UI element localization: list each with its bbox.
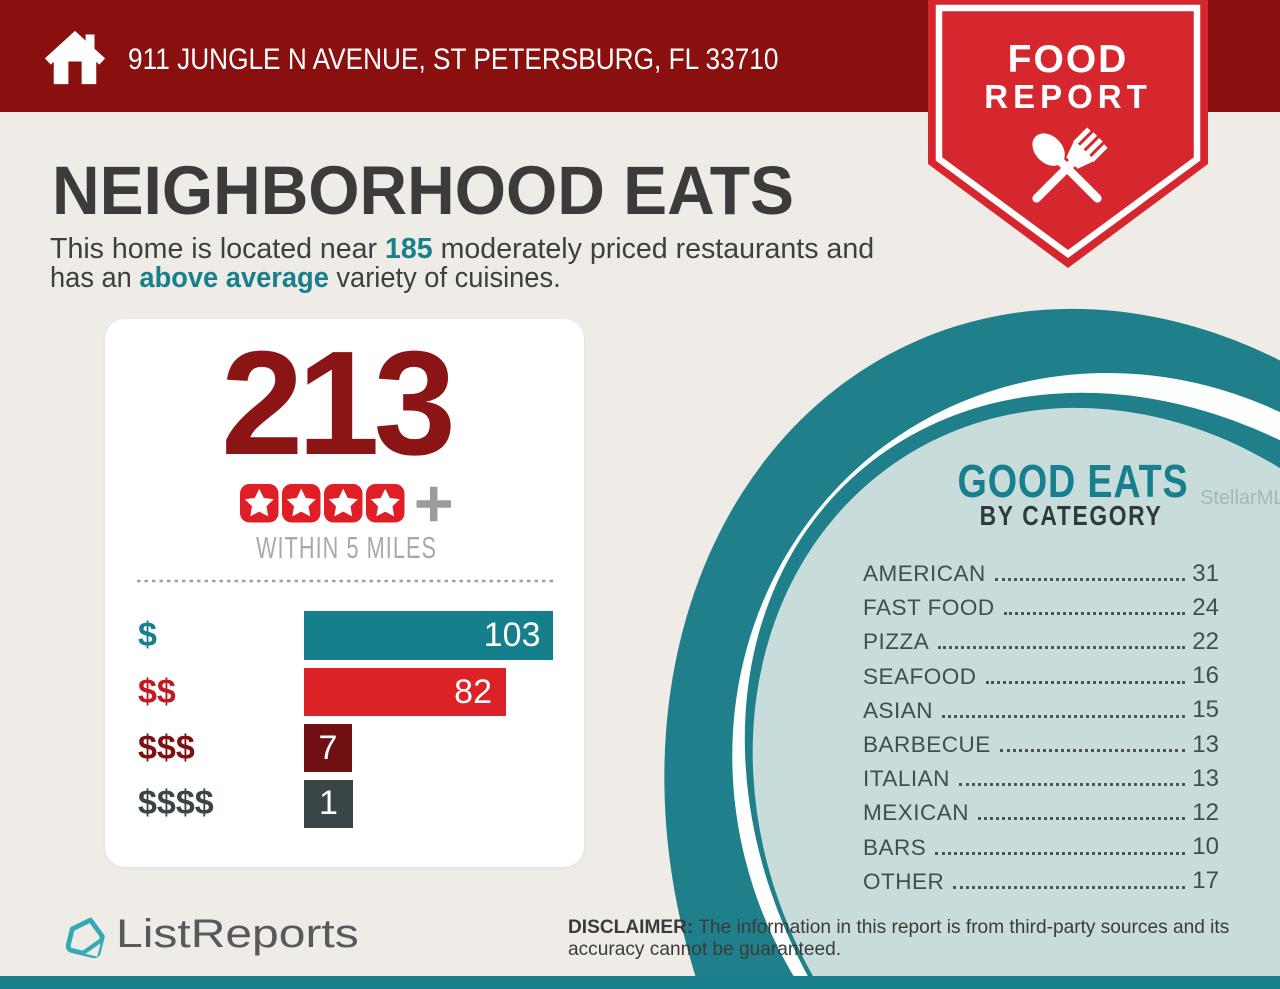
svg-text:FOOD: FOOD [1008,38,1129,81]
svg-text:REPORT: REPORT [984,78,1152,115]
